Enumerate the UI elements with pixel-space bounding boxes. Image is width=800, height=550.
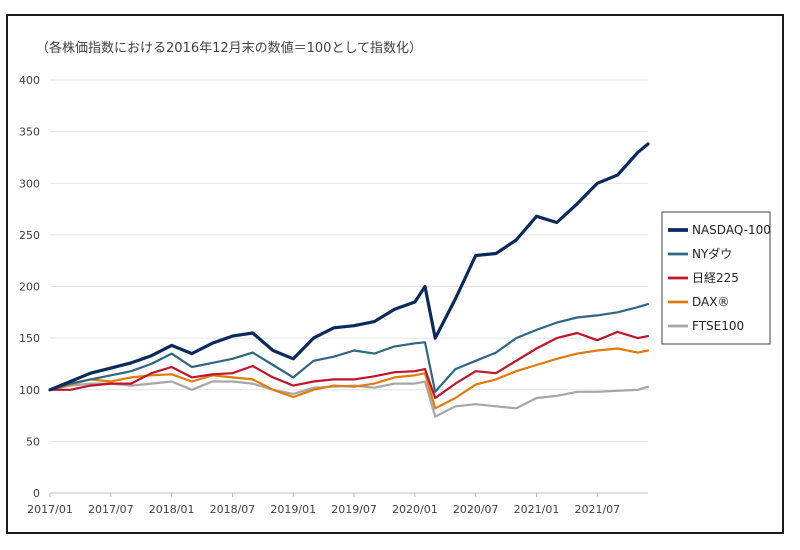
series-line-日経225 bbox=[48, 330, 650, 400]
x-tick-label: 2018/07 bbox=[210, 503, 256, 516]
legend-label: NASDAQ-100 bbox=[692, 223, 771, 237]
x-tick-label: 2020/07 bbox=[453, 503, 499, 516]
series-lines bbox=[48, 142, 650, 418]
x-tick-label: 2020/01 bbox=[392, 503, 438, 516]
x-axis-ticks: 2017/01 2017/07 2018/01 2018/07 2019/01 2019/… bbox=[27, 493, 620, 516]
x-tick-label: 2018/01 bbox=[149, 503, 195, 516]
series-line-NASDAQ-100 bbox=[48, 142, 650, 392]
y-tick-label: 250 bbox=[19, 229, 40, 242]
y-tick-label: 350 bbox=[19, 126, 40, 139]
series-line-NYダウ bbox=[48, 303, 650, 393]
x-tick-label: 2017/01 bbox=[27, 503, 73, 516]
y-axis-ticks: 0 50 100 150 200 250 300 350 400 bbox=[19, 74, 40, 500]
y-tick-label: 0 bbox=[33, 487, 40, 500]
y-tick-label: 150 bbox=[19, 332, 40, 345]
legend-label: NYダウ bbox=[692, 246, 732, 261]
legend-label: 日経225 bbox=[692, 271, 739, 285]
y-tick-label: 300 bbox=[19, 177, 40, 190]
x-tick-label: 2021/01 bbox=[514, 503, 560, 516]
legend-label: DAX® bbox=[692, 295, 729, 309]
chart-note: （各株価指数における2016年12月末の数値＝100として指数化） bbox=[36, 40, 422, 56]
x-tick-label: 2019/01 bbox=[270, 503, 316, 516]
legend-label: FTSE100 bbox=[692, 319, 744, 333]
y-tick-label: 50 bbox=[26, 435, 40, 448]
x-tick-label: 2019/07 bbox=[331, 503, 377, 516]
y-tick-label: 400 bbox=[19, 74, 40, 87]
y-tick-label: 200 bbox=[19, 281, 40, 294]
legend-box bbox=[661, 211, 771, 345]
y-tick-label: 100 bbox=[19, 384, 40, 397]
x-tick-label: 2017/07 bbox=[88, 503, 134, 516]
series-line-DAX® bbox=[48, 347, 650, 410]
grid-lines bbox=[50, 79, 648, 494]
x-tick-label: 2021/07 bbox=[574, 503, 620, 516]
series-line-FTSE100 bbox=[48, 380, 650, 418]
chart-frame bbox=[6, 14, 784, 534]
